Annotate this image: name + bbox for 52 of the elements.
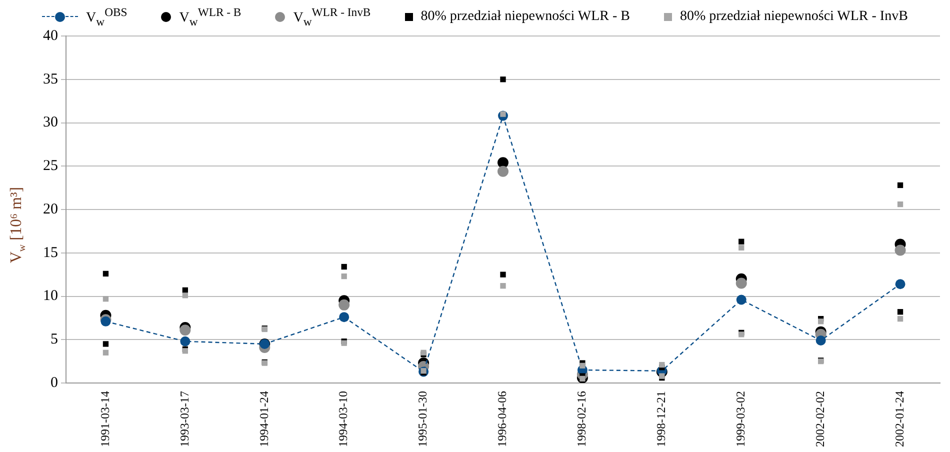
legend-label: 80% przedział niepewności WLR - InvB [680, 9, 908, 26]
point [738, 238, 744, 244]
point [341, 264, 347, 270]
point [895, 279, 906, 290]
point [102, 341, 109, 347]
point [498, 166, 508, 177]
point [816, 336, 826, 346]
x-tick-label: 1995-01-30 [416, 391, 430, 448]
point [102, 350, 109, 356]
x-tick-label: 2002-01-24 [892, 391, 906, 448]
point [818, 318, 824, 324]
point [498, 157, 508, 168]
point [897, 309, 904, 315]
point [180, 324, 191, 336]
point [102, 270, 109, 277]
x-tick-label: 1999-03-02 [734, 391, 748, 448]
x-tick-label: 2002-02-02 [812, 391, 827, 448]
point [897, 316, 904, 322]
x-tick-label: 1991-03-14 [98, 391, 112, 448]
y-tick-label: 25 [43, 158, 58, 174]
x-tick-label: 1998-12-21 [654, 391, 668, 448]
y-tick-label: 35 [43, 71, 58, 88]
point [897, 182, 904, 188]
y-tick-label: 5 [50, 332, 58, 348]
x-tick-label: 1996-04-06 [495, 391, 510, 448]
y-tick-label: 30 [43, 114, 58, 131]
point [102, 296, 109, 302]
x-tick-label: 1994-01-24 [256, 391, 271, 448]
y-tick-label: 0 [50, 374, 58, 391]
y-tick-label: 10 [43, 288, 58, 304]
y-tick-label: 40 [43, 28, 58, 44]
point [338, 299, 350, 310]
point [738, 244, 744, 251]
y-tick-label: 15 [43, 244, 58, 261]
point [182, 292, 188, 298]
point [894, 244, 906, 256]
point [339, 312, 350, 322]
point [500, 76, 506, 82]
point [736, 294, 746, 305]
x-tick-label: 1998-02-16 [574, 391, 589, 448]
point [580, 362, 586, 368]
point [897, 201, 904, 208]
x-tick-label: 1994-03-10 [336, 391, 350, 448]
point [180, 336, 190, 346]
legend-label: 80% przedział niepewności WLR - B [420, 9, 630, 26]
point [736, 278, 747, 289]
point [500, 272, 506, 278]
point [341, 273, 347, 280]
point [659, 362, 665, 368]
y-tick-label: 20 [43, 201, 58, 218]
x-tick-label: 1993-03-17 [177, 391, 192, 448]
point [500, 283, 506, 289]
